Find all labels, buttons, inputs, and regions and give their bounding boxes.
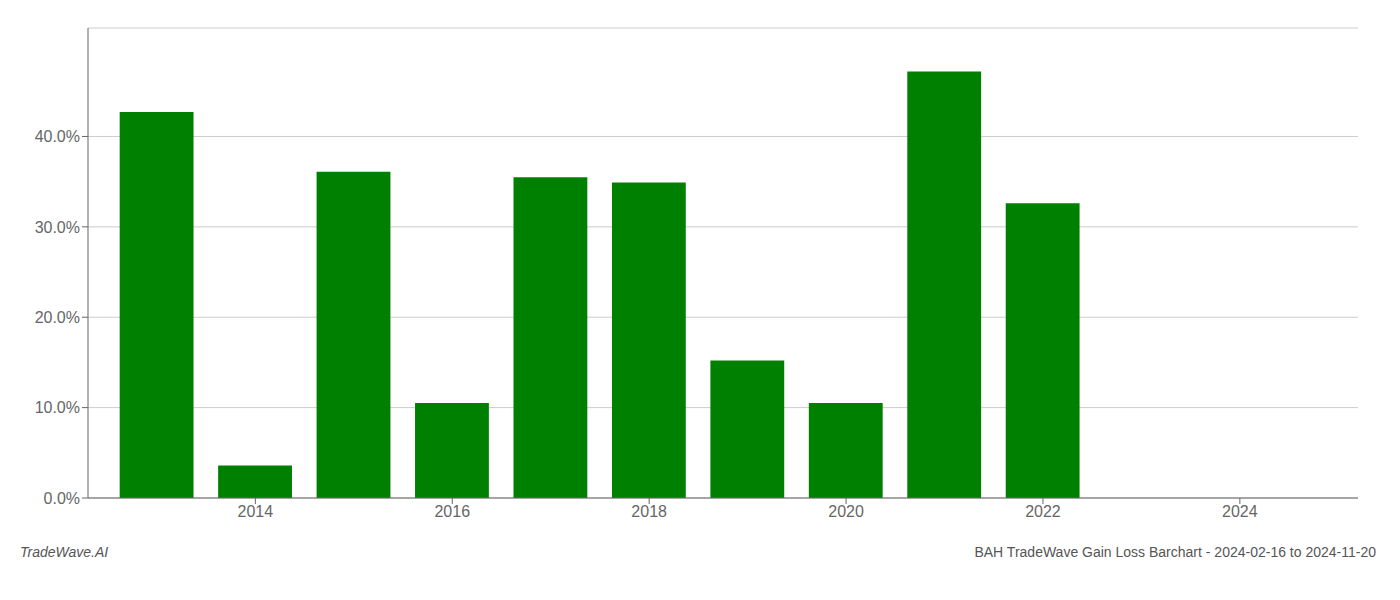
svg-text:2018: 2018 (631, 503, 667, 520)
html-text:BAH TradeWave Gain Loss Barcha: BAH TradeWave Gain Loss Barchart - 2024-… (974, 544, 1376, 560)
svg-text:10.0%: 10.0% (35, 399, 80, 416)
html-text:TradeWave.AI: TradeWave.AI (20, 544, 109, 560)
svg-text:2022: 2022 (1025, 503, 1061, 520)
svg-text:2016: 2016 (434, 503, 470, 520)
svg-text:2024: 2024 (1222, 503, 1258, 520)
svg-text:2020: 2020 (828, 503, 864, 520)
svg-text:20.0%: 20.0% (35, 309, 80, 326)
svg-text:0.0%: 0.0% (44, 490, 80, 507)
svg-text:2014: 2014 (238, 503, 274, 520)
svg-text:30.0%: 30.0% (35, 219, 80, 236)
svg-text:40.0%: 40.0% (35, 128, 80, 145)
